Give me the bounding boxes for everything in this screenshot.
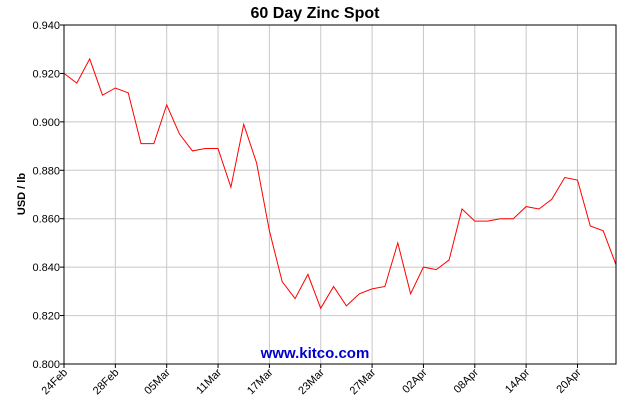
x-tick-label: 14Apr [503, 366, 532, 395]
x-tick-label: 24Feb [40, 367, 71, 398]
data-point [101, 94, 104, 97]
x-tick-label: 28Feb [91, 367, 122, 398]
data-point [358, 292, 361, 295]
chart-title: 60 Day Zinc Spot [251, 5, 381, 22]
plot-frame [63, 24, 617, 365]
data-point [332, 285, 335, 288]
y-tick-label: 0.820 [32, 311, 60, 323]
y-tick-label: 0.800 [32, 359, 60, 371]
x-tick-label: 08Apr [452, 366, 481, 395]
data-point [499, 217, 502, 220]
data-point [563, 176, 566, 179]
x-tick-label: 11Mar [194, 366, 224, 396]
data-point [294, 297, 297, 300]
data-point [589, 224, 592, 227]
data-point [383, 285, 386, 288]
data-point [409, 292, 412, 295]
grid [63, 24, 616, 365]
data-point [75, 82, 78, 85]
data-point [127, 91, 130, 94]
y-tick-label: 0.860 [32, 214, 60, 226]
data-point [319, 307, 322, 310]
data-point [422, 266, 425, 269]
y-tick-label: 0.840 [32, 262, 60, 274]
data-point [473, 220, 476, 223]
data-point [512, 217, 515, 220]
data-point [165, 103, 168, 106]
data-point [576, 178, 579, 181]
y-tick-label: 0.880 [32, 165, 60, 177]
x-axis-ticks: 24Feb 28Feb 05Mar 11Mar 17Mar 23Mar 27Mar 02Apr… [40, 364, 584, 397]
data-point [435, 268, 438, 271]
x-tick-label: 20Apr [554, 366, 583, 395]
data-point [396, 241, 399, 244]
y-tick-label: 0.940 [32, 20, 60, 32]
x-tick-label: 23Mar [296, 366, 327, 397]
data-point [371, 287, 374, 290]
data-point [281, 280, 284, 283]
data-point [152, 142, 155, 145]
data-point [268, 229, 271, 232]
data-point [229, 186, 232, 189]
data-point [204, 147, 207, 150]
y-axis-ticks: 0.800 0.820 0.840 0.860 0.880 0.900 0.920 0.940 [32, 20, 64, 371]
data-point [460, 208, 463, 211]
data-point [525, 205, 528, 208]
y-axis-label: USD / lb [16, 173, 28, 215]
data-point [306, 273, 309, 276]
data-point [486, 220, 489, 223]
x-tick-label: 02Apr [400, 366, 429, 395]
series-layer [63, 57, 617, 310]
series-line-zinc [63, 57, 617, 310]
x-tick-label: 27Mar [348, 366, 379, 397]
data-point [242, 123, 245, 126]
y-tick-label: 0.900 [32, 117, 60, 129]
x-tick-label: 05Mar [142, 366, 173, 397]
data-point [114, 86, 117, 89]
data-point [345, 304, 348, 307]
data-point [602, 229, 605, 232]
data-point [88, 57, 91, 60]
data-point [537, 208, 540, 211]
x-tick-label: 17Mar [245, 366, 276, 397]
y-tick-label: 0.920 [32, 68, 60, 80]
data-point [448, 258, 451, 261]
data-point [550, 198, 553, 201]
data-point [217, 147, 220, 150]
data-point [178, 132, 181, 135]
data-point [140, 142, 143, 145]
data-point [191, 149, 194, 152]
data-point [255, 162, 258, 165]
watermark: www.kitco.com [260, 345, 370, 362]
